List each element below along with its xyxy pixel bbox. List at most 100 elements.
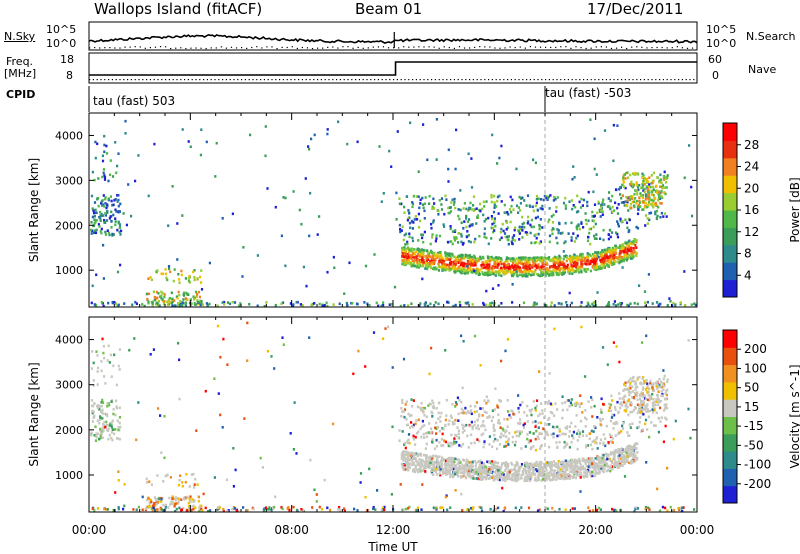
velocity-cell [607, 469, 610, 472]
velocity-cell [423, 414, 426, 417]
velocity-cell [421, 419, 424, 423]
power-cell [449, 227, 452, 231]
power-cell [201, 303, 204, 306]
velocity-cell [561, 416, 564, 420]
power-cell [102, 277, 105, 280]
velocity-cell [445, 414, 448, 417]
nave-dot [541, 79, 543, 81]
power-cell [514, 266, 517, 270]
power-cell [468, 262, 471, 266]
velocity-cell [431, 440, 434, 444]
power-cell [522, 270, 525, 274]
power-cell [117, 152, 120, 155]
power-cell [603, 255, 606, 259]
power-cell [457, 232, 460, 235]
velocity-cell [506, 465, 510, 469]
velocity-cell [431, 463, 434, 467]
velocity-cell [537, 468, 540, 471]
power-cell [515, 264, 518, 268]
nave-dot [575, 79, 577, 81]
power-cell [162, 302, 166, 306]
power-cell [578, 271, 581, 274]
power-cell [430, 226, 433, 230]
velocity-cell [412, 454, 415, 458]
velocity-cell [540, 432, 543, 436]
nave-dot [465, 79, 467, 81]
power-cell [550, 301, 553, 304]
velocity-cell [510, 469, 513, 472]
power-cell [449, 261, 452, 265]
power-cell [176, 222, 179, 225]
power-cell [679, 302, 682, 306]
power-cell [198, 295, 201, 299]
nave-dot [480, 79, 482, 81]
velocity-cell [517, 467, 520, 470]
power-cell [587, 235, 590, 239]
power-cell [99, 219, 102, 222]
power-cell [107, 231, 110, 235]
power-cell [173, 268, 176, 271]
power-cell [641, 172, 644, 176]
power-cell [155, 270, 158, 273]
nsearch-dot [357, 46, 359, 49]
velocity-cell [407, 433, 411, 436]
velocity-cell [483, 471, 486, 475]
velocity-cell [589, 456, 592, 460]
nsearch-dot [205, 47, 207, 50]
velocity-cell [617, 411, 620, 415]
power-cell [471, 223, 474, 226]
power-cell [411, 248, 414, 251]
power-cell [629, 257, 633, 260]
velocity-cell [558, 476, 561, 480]
velocity-cell [498, 399, 501, 402]
power-cell [694, 303, 697, 307]
power-cell [506, 211, 509, 214]
power-cell [558, 260, 562, 264]
velocity-cell [555, 462, 558, 465]
velocity-cell [555, 441, 558, 444]
velocity-cell [448, 471, 451, 474]
power-cell [524, 259, 527, 263]
power-cell [566, 256, 569, 259]
velocity-cell [504, 431, 507, 434]
power-cell [568, 272, 571, 275]
power-cell [141, 303, 144, 306]
velocity-cell [617, 448, 620, 451]
power-scatter [90, 118, 697, 308]
power-cell [525, 204, 528, 207]
power-cell [460, 260, 463, 264]
nave-dot [476, 79, 478, 81]
velocity-cell [460, 411, 463, 415]
power-cell [177, 290, 180, 294]
velocity-cell [512, 412, 515, 416]
power-cell [429, 266, 432, 269]
power-cell [478, 269, 481, 272]
power-cell [425, 254, 428, 258]
velocity-cell [659, 385, 662, 389]
velocity-cell [405, 400, 408, 403]
power-cell [586, 259, 589, 262]
power-cell [162, 272, 165, 276]
velocity-cell [448, 469, 451, 473]
power-cell [519, 227, 522, 231]
velocity-cell [502, 461, 506, 465]
power-cell [486, 266, 489, 270]
velocity-cell [606, 457, 609, 461]
nave-dot [96, 79, 98, 81]
power-cell [476, 214, 479, 217]
velocity-cell [471, 470, 475, 474]
power-cell [598, 252, 601, 255]
velocity-cell [627, 449, 630, 453]
power-cell [601, 249, 604, 252]
nave-dot [381, 79, 383, 81]
nsearch-dot [676, 46, 678, 48]
velocity-cell [554, 402, 557, 405]
power-cell [606, 248, 609, 252]
power-cell [565, 259, 568, 263]
power-cell [135, 302, 138, 305]
power-cell [93, 201, 97, 204]
power-cell [526, 233, 529, 236]
power-cell [134, 179, 137, 183]
velocity-cell [407, 452, 410, 456]
power-cell [427, 304, 430, 308]
